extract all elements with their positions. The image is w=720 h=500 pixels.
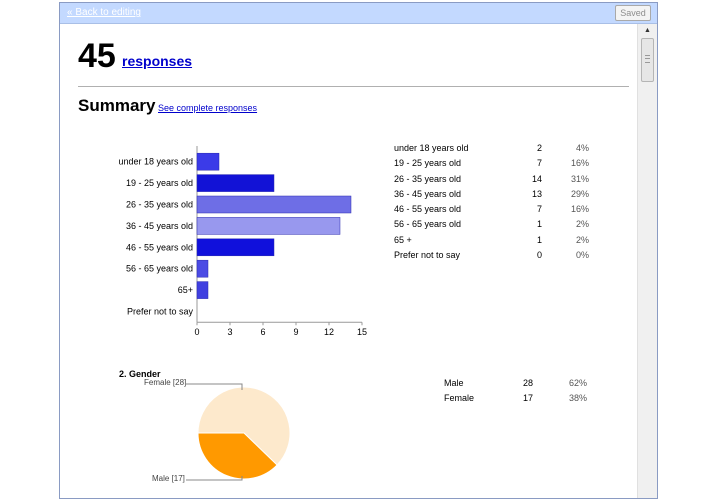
row-count: 17 [522, 393, 533, 404]
row-count: 0 [536, 250, 542, 261]
age-category-label: under 18 years old [118, 157, 193, 167]
age-bar-chart: under 18 years old 19 - 25 years old 26 - … [118, 146, 367, 337]
row-percent: 62% [568, 378, 587, 388]
age-bar [196, 152, 220, 171]
row-percent: 2% [575, 219, 589, 230]
gender-summary-table: Male 28 62% Female 17 38% [444, 376, 604, 407]
pie-leader-line [186, 383, 243, 390]
age-category-label: 26 - 35 years old [126, 200, 193, 210]
age-x-tick-label: 9 [293, 327, 298, 337]
pie-leader-line [186, 476, 243, 481]
age-category-label: 56 - 65 years old [126, 264, 193, 274]
table-row: Prefer not to say 0 0% [394, 248, 594, 263]
table-row: 46 - 55 years old 7 16% [394, 202, 594, 217]
age-x-tick-label: 6 [260, 327, 265, 337]
pie-slice [197, 386, 291, 466]
pie-slice [197, 432, 278, 480]
row-percent: 0% [575, 250, 589, 261]
age-bar [196, 217, 341, 235]
age-x-tick-label: 0 [194, 327, 199, 337]
back-to-editing-link[interactable]: « Back to editing [67, 7, 141, 18]
row-count: 13 [531, 188, 542, 199]
pie-label-male: Male [17] [152, 474, 185, 483]
table-row: 65 + 1 2% [394, 233, 594, 248]
age-category-label: Prefer not to say [127, 307, 194, 317]
table-row: under 18 years old 2 4% [394, 141, 594, 156]
grip-icon [645, 55, 650, 63]
row-label: 65 + [394, 234, 412, 245]
row-percent: 4% [575, 143, 589, 153]
pie-label-female: Female [28] [144, 378, 187, 387]
table-row: Female 17 38% [444, 391, 604, 406]
table-row: 56 - 65 years old 1 2% [394, 217, 594, 232]
table-row: 26 - 35 years old 14 31% [394, 172, 594, 187]
row-label: 26 - 35 years old [394, 173, 462, 184]
summary-window: « Back to editing Saved 45 responses Sum… [59, 2, 658, 499]
row-count: 1 [536, 234, 542, 245]
gender-question-title: 2. Gender [119, 369, 161, 379]
row-percent: 31% [570, 173, 589, 184]
age-bar [196, 281, 209, 299]
age-category-label: 19 - 25 years old [126, 178, 193, 188]
response-count: 45 [78, 37, 116, 75]
saved-button[interactable]: Saved [615, 5, 651, 21]
row-count: 28 [522, 378, 533, 388]
top-bar: « Back to editing Saved [60, 3, 657, 24]
age-x-tick-label: 15 [357, 327, 367, 337]
row-count: 7 [536, 204, 542, 215]
row-label: Female [444, 393, 475, 404]
row-percent: 2% [575, 234, 589, 245]
row-count: 2 [536, 143, 542, 153]
age-category-label: 65+ [178, 285, 193, 295]
row-percent: 16% [570, 158, 589, 169]
row-label: 19 - 25 years old [394, 158, 462, 169]
scroll-thumb[interactable] [641, 38, 654, 82]
vertical-scrollbar[interactable]: ▲ [637, 24, 657, 498]
row-percent: 16% [570, 204, 589, 215]
row-count: 14 [531, 173, 542, 184]
row-label: Prefer not to say [394, 250, 461, 261]
see-complete-responses-link[interactable]: See complete responses [158, 103, 258, 113]
row-label: Male [444, 378, 464, 388]
row-count: 7 [536, 158, 542, 169]
table-row: 36 - 45 years old 13 29% [394, 187, 594, 202]
row-percent: 38% [568, 393, 587, 404]
row-label: 56 - 65 years old [394, 219, 462, 230]
age-category-label: 46 - 55 years old [126, 242, 193, 252]
age-summary-table: under 18 years old 2 4% 19 - 25 years old 7 1… [394, 141, 594, 263]
row-count: 1 [536, 219, 542, 230]
summary-content: 45 responses Summary See complete respon… [60, 24, 637, 498]
table-row: 19 - 25 years old 7 16% [394, 156, 594, 171]
responses-link[interactable]: responses [122, 53, 193, 69]
age-bar [196, 259, 209, 278]
scroll-up-arrow-icon[interactable]: ▲ [644, 27, 651, 34]
row-label: 36 - 45 years old [394, 188, 462, 199]
row-percent: 29% [570, 188, 589, 199]
table-row: Male 28 62% [444, 376, 604, 391]
age-bar [196, 238, 275, 257]
row-label: under 18 years old [394, 143, 469, 153]
gender-pie-chart [186, 383, 291, 481]
age-bar [196, 174, 275, 192]
age-bar [196, 195, 352, 214]
age-x-tick-label: 12 [324, 327, 334, 337]
header-divider [78, 86, 629, 87]
summary-title: Summary [78, 96, 156, 115]
row-label: 46 - 55 years old [394, 204, 462, 215]
age-category-label: 36 - 45 years old [126, 221, 193, 231]
age-x-tick-label: 3 [227, 327, 232, 337]
